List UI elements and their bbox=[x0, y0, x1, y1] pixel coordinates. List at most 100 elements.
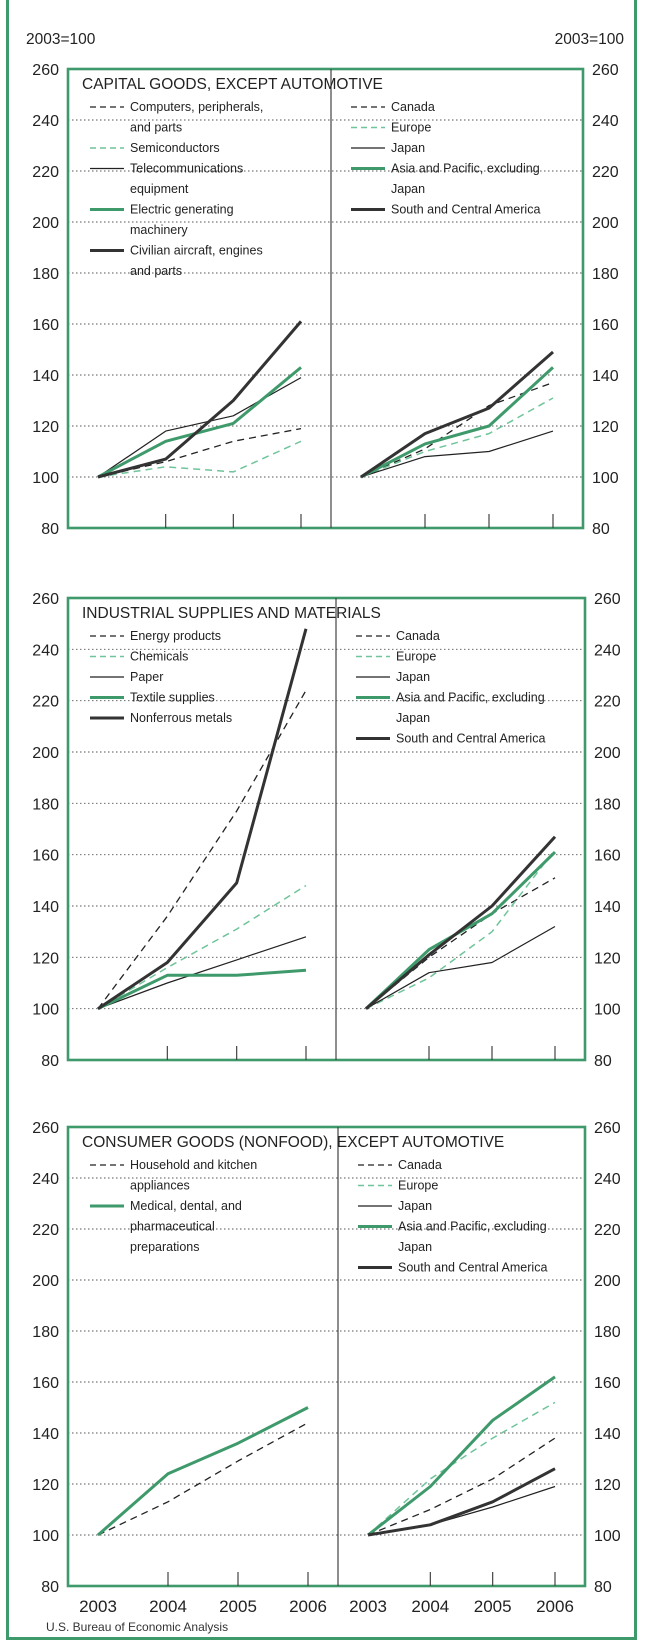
legend-left-entry: Electric generating bbox=[130, 203, 234, 217]
x-tick-label-left: 2005 bbox=[219, 1597, 257, 1616]
legend-left-entry: Energy products bbox=[130, 629, 221, 643]
y-tick-label-left: 200 bbox=[32, 215, 59, 232]
chart-panel-2: 80 80 100 100 120 120 140 140 160 160 180 180 200 200… bbox=[32, 591, 621, 1070]
legend-left-entry: machinery bbox=[130, 223, 188, 237]
right-series-line bbox=[360, 366, 555, 479]
chart-panel-3: 80 80 100 100 120 120 140 140 160 160 180 180 200 200… bbox=[32, 1120, 621, 1616]
y-tick-label-right: 180 bbox=[592, 266, 619, 283]
legend-left-entry: pharmaceutical bbox=[130, 1220, 215, 1234]
y-tick-label-right: 120 bbox=[592, 419, 619, 436]
y-tick-label-right: 140 bbox=[594, 1426, 621, 1443]
right-series-line bbox=[367, 1401, 556, 1536]
legend-left-entry: Chemicals bbox=[130, 650, 188, 664]
y-tick-label-right: 220 bbox=[592, 164, 619, 181]
y-tick-label-left: 140 bbox=[32, 1426, 59, 1443]
y-tick-label-left: 120 bbox=[32, 419, 59, 436]
y-tick-label-right: 160 bbox=[594, 848, 621, 865]
y-tick-label-right: 200 bbox=[594, 1273, 621, 1290]
plot-frame bbox=[66, 596, 587, 1062]
legend-left-entry: Telecommunications bbox=[130, 162, 243, 176]
x-tick-label-left: 2006 bbox=[289, 1597, 327, 1616]
legend-right-entry: Canada bbox=[391, 100, 435, 114]
y-tick-label-left: 240 bbox=[32, 642, 59, 659]
y-tick-label-left: 160 bbox=[32, 317, 59, 334]
legend-right-entry: Japan bbox=[391, 182, 425, 196]
x-tick-label-left: 2004 bbox=[149, 1597, 187, 1616]
left-series-line bbox=[97, 320, 303, 479]
panel-title: CAPITAL GOODS, EXCEPT AUTOMOTIVE bbox=[82, 76, 383, 93]
plot-frame bbox=[66, 1125, 587, 1588]
y-tick-label-right: 140 bbox=[594, 899, 621, 916]
panel-title: INDUSTRIAL SUPPLIES AND MATERIALS bbox=[82, 605, 381, 622]
y-tick-label-left: 100 bbox=[32, 1528, 59, 1545]
left-series-line bbox=[97, 427, 302, 478]
y-tick-label-right: 160 bbox=[592, 317, 619, 334]
y-tick-label-right: 260 bbox=[594, 591, 621, 608]
panels-layer: 80 80 100 100 120 120 140 140 160 160 180 180 200 200… bbox=[32, 62, 621, 1616]
y-tick-label-left: 180 bbox=[32, 796, 59, 813]
legend-right-entry: South and Central America bbox=[398, 1261, 547, 1275]
y-tick-label-left: 200 bbox=[32, 1273, 59, 1290]
legend-left-entry: Medical, dental, and bbox=[130, 1199, 242, 1213]
y-tick-label-right: 80 bbox=[592, 521, 610, 538]
legend-right-entry: Japan bbox=[391, 141, 425, 155]
left-series-line bbox=[97, 1406, 309, 1537]
y-tick-label-right: 140 bbox=[592, 368, 619, 385]
right-series-line bbox=[365, 925, 556, 1010]
x-tick-label-right: 2004 bbox=[411, 1597, 449, 1616]
legend-right-entry: Asia and Pacific, excluding bbox=[391, 162, 540, 176]
right-series-line bbox=[367, 1467, 556, 1537]
y-tick-label-right: 100 bbox=[594, 1002, 621, 1019]
plot-frame bbox=[66, 67, 585, 530]
y-tick-label-left: 80 bbox=[41, 1579, 59, 1596]
y-tick-label-right: 240 bbox=[594, 1171, 621, 1188]
y-tick-label-right: 100 bbox=[594, 1528, 621, 1545]
legend-right-entry: Asia and Pacific, excluding bbox=[398, 1220, 547, 1234]
y-tick-label-left: 80 bbox=[41, 1053, 59, 1070]
legend-left-entry: equipment bbox=[130, 182, 189, 196]
y-tick-label-left: 200 bbox=[32, 745, 59, 762]
y-tick-label-left: 100 bbox=[32, 470, 59, 487]
legend-right-entry: Asia and Pacific, excluding bbox=[396, 691, 545, 705]
y-tick-label-right: 160 bbox=[594, 1375, 621, 1392]
y-tick-label-left: 220 bbox=[32, 694, 59, 711]
right-series-line bbox=[360, 397, 554, 478]
y-tick-label-right: 260 bbox=[594, 1120, 621, 1137]
legend-right-entry: Canada bbox=[398, 1158, 442, 1172]
y-tick-label-right: 240 bbox=[594, 642, 621, 659]
left-series-line bbox=[97, 884, 307, 1010]
legend-right-entry: Canada bbox=[396, 629, 440, 643]
y-tick-label-left: 220 bbox=[32, 164, 59, 181]
legend-left-entry: Household and kitchen bbox=[130, 1158, 257, 1172]
y-tick-label-left: 240 bbox=[32, 113, 59, 130]
right-series-line bbox=[367, 1375, 556, 1537]
y-tick-label-left: 80 bbox=[41, 521, 59, 538]
x-tick-label-left: 2003 bbox=[79, 1597, 117, 1616]
y-tick-label-left: 100 bbox=[32, 1002, 59, 1019]
y-tick-label-left: 120 bbox=[32, 950, 59, 967]
legend-left-entry: Textile supplies bbox=[130, 691, 215, 705]
y-tick-label-right: 120 bbox=[594, 950, 621, 967]
left-series-line bbox=[97, 628, 308, 1010]
right-series-line bbox=[367, 1437, 556, 1536]
y-tick-label-left: 140 bbox=[32, 368, 59, 385]
y-tick-label-right: 240 bbox=[592, 113, 619, 130]
chart-panel-1: 80 80 100 100 120 120 140 140 160 160 180 180 200 200… bbox=[32, 62, 619, 538]
y-tick-label-left: 140 bbox=[32, 899, 59, 916]
x-tick-label-right: 2003 bbox=[349, 1597, 387, 1616]
legend-right-entry: Europe bbox=[391, 121, 431, 135]
right-series-line bbox=[365, 849, 556, 1010]
legend-left-entry: Nonferrous metals bbox=[130, 711, 232, 725]
legend-right-entry: South and Central America bbox=[391, 203, 540, 217]
legend-left-entry: preparations bbox=[130, 1240, 200, 1254]
legend-left-entry: appliances bbox=[130, 1179, 190, 1193]
y-tick-label-right: 180 bbox=[594, 1324, 621, 1341]
legend-left-entry: Paper bbox=[130, 670, 163, 684]
right-unit-label: 2003=100 bbox=[555, 31, 625, 48]
y-tick-label-left: 120 bbox=[32, 1477, 59, 1494]
y-tick-label-left: 240 bbox=[32, 1171, 59, 1188]
y-tick-label-left: 260 bbox=[32, 62, 59, 79]
left-series-line bbox=[97, 440, 302, 478]
y-tick-label-right: 200 bbox=[592, 215, 619, 232]
